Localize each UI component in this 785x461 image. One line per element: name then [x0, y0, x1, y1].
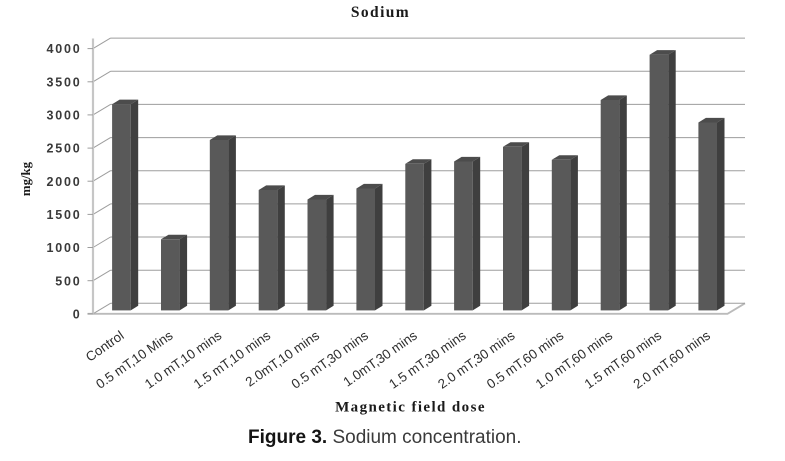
svg-text:3500: 3500: [46, 75, 81, 89]
svg-text:3000: 3000: [46, 109, 81, 123]
svg-text:2500: 2500: [46, 142, 81, 156]
svg-text:0: 0: [73, 307, 82, 321]
svg-text:1000: 1000: [46, 241, 81, 255]
svg-text:4000: 4000: [46, 42, 81, 56]
svg-text:2000: 2000: [46, 175, 81, 189]
svg-text:Magnetic field dose: Magnetic field dose: [335, 400, 486, 416]
svg-text:1500: 1500: [46, 208, 81, 222]
svg-text:mg/kg: mg/kg: [19, 161, 33, 196]
svg-text:Sodium: Sodium: [351, 4, 410, 21]
svg-text:Figure 3. Sodium concentration: Figure 3. Sodium concentration.: [248, 427, 522, 448]
svg-text:500: 500: [55, 274, 81, 288]
